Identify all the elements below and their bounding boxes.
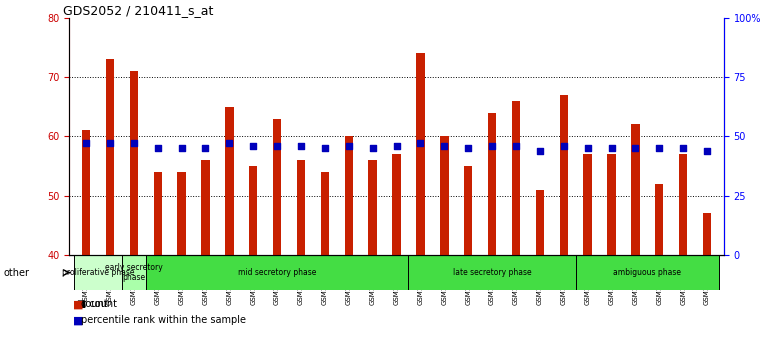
Point [629, 145, 641, 151]
Bar [345, 136, 353, 255]
Point [557, 143, 570, 149]
Point [128, 141, 140, 146]
Bar [82, 130, 90, 255]
Point [534, 148, 546, 153]
Bar [512, 101, 521, 255]
Bar [225, 107, 233, 255]
Point [343, 143, 355, 149]
Bar [273, 119, 281, 255]
Point [223, 141, 236, 146]
Bar [584, 154, 592, 255]
Bar [177, 172, 186, 255]
Text: proliferative phase: proliferative phase [62, 268, 134, 277]
Text: ■: ■ [73, 299, 84, 309]
Bar [201, 160, 209, 255]
Point [319, 145, 331, 151]
Bar [409, 255, 576, 290]
Point [438, 143, 450, 149]
Bar [560, 95, 568, 255]
Bar [153, 172, 162, 255]
Bar [440, 136, 448, 255]
Text: ambiguous phase: ambiguous phase [614, 268, 681, 277]
Text: ■: ■ [73, 315, 84, 325]
Bar [74, 255, 122, 290]
Bar [703, 213, 711, 255]
Bar [608, 154, 616, 255]
Bar [105, 59, 114, 255]
Point [581, 145, 594, 151]
Point [605, 145, 618, 151]
Bar [369, 160, 377, 255]
Text: other: other [4, 268, 30, 278]
Point [152, 145, 164, 151]
Bar [576, 255, 719, 290]
Point [367, 145, 379, 151]
Point [677, 145, 689, 151]
Text: mid secretory phase: mid secretory phase [238, 268, 316, 277]
Point [414, 141, 427, 146]
Point [271, 143, 283, 149]
Text: early secretory
phase: early secretory phase [105, 263, 162, 282]
Text: late secretory phase: late secretory phase [453, 268, 531, 277]
Point [247, 143, 259, 149]
Point [462, 145, 474, 151]
Bar [679, 154, 688, 255]
Point [176, 145, 188, 151]
Bar [146, 255, 409, 290]
Point [295, 143, 307, 149]
Point [510, 143, 522, 149]
Point [80, 141, 92, 146]
Bar [296, 160, 305, 255]
Bar [321, 172, 329, 255]
Bar [249, 166, 257, 255]
Text: percentile rank within the sample: percentile rank within the sample [81, 315, 246, 325]
Point [199, 145, 212, 151]
Point [653, 145, 665, 151]
Bar [655, 184, 664, 255]
Point [486, 143, 498, 149]
Bar [393, 154, 400, 255]
Bar [488, 113, 497, 255]
Text: count: count [81, 299, 109, 309]
Bar [417, 53, 424, 255]
Point [390, 143, 403, 149]
Bar [631, 124, 640, 255]
Text: ■ count: ■ count [77, 299, 117, 309]
Bar [536, 190, 544, 255]
Bar [122, 255, 146, 290]
Point [701, 148, 713, 153]
Bar [464, 166, 472, 255]
Text: GDS2052 / 210411_s_at: GDS2052 / 210411_s_at [62, 4, 213, 17]
Bar [129, 71, 138, 255]
Point [104, 141, 116, 146]
